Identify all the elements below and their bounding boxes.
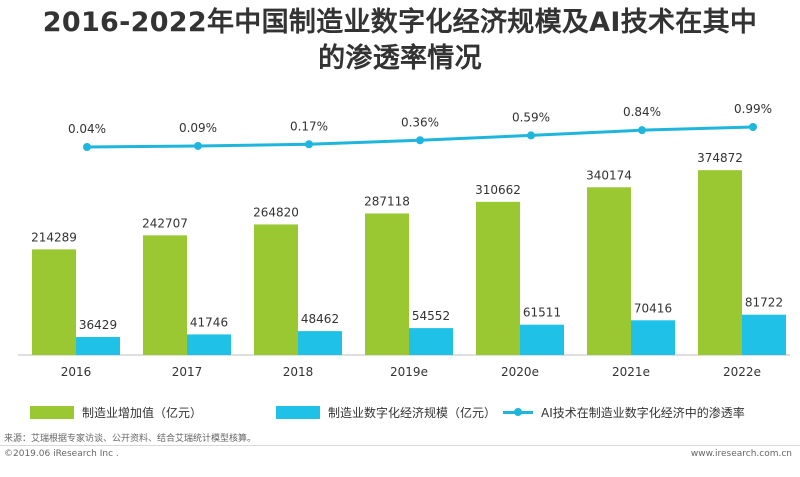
legend-swatch-cyan [276, 405, 320, 419]
copyright-text: ©2019.06 iResearch Inc . [4, 449, 119, 459]
bar-digital-economy-scale [298, 331, 342, 355]
bar-digital-economy-scale [76, 337, 120, 355]
chart-title-line1: 2016-2022年中国制造业数字化经济规模及AI技术在其中 [42, 7, 758, 38]
bar-manufacturing-value-added [476, 201, 520, 355]
bar-value-label: 340174 [586, 168, 632, 182]
bar-manufacturing-value-added [698, 170, 742, 355]
bar-value-label: 214289 [31, 230, 77, 244]
bar-value-label: 242707 [142, 216, 188, 230]
penetration-point [749, 123, 757, 131]
bar-digital-economy-scale [409, 328, 453, 355]
bar-value-label: 70416 [634, 301, 672, 315]
penetration-point [194, 141, 202, 150]
legend-swatch-line [503, 406, 533, 419]
x-tick-label: 2021e [612, 365, 650, 379]
legend-label: 制造业增加值（亿元） [82, 405, 203, 420]
bar-digital-economy-scale [187, 334, 231, 355]
bar-manufacturing-value-added [254, 224, 298, 355]
bar-manufacturing-value-added [587, 187, 631, 355]
penetration-label: 0.09% [179, 121, 217, 135]
bar-value-label: 61511 [523, 306, 561, 320]
bar-manufacturing-value-added [365, 213, 409, 355]
bar-value-label: 48462 [301, 312, 339, 326]
x-tick-label: 2019e [390, 365, 428, 379]
source-note: 来源：艾瑞根据专家访谈、公开资料、结合艾瑞统计模型核算。 [4, 434, 257, 444]
penetration-point [305, 140, 313, 149]
bar-value-label: 41746 [190, 315, 228, 329]
penetration-label: 0.17% [290, 119, 328, 133]
penetration-label: 0.59% [512, 110, 550, 124]
x-tick-label: 2022e [723, 365, 761, 379]
bar-manufacturing-value-added [143, 235, 187, 355]
chart-canvas: 214289 36429 2016 242707 41746 2017 264820 4846… [18, 102, 790, 379]
bar-value-label: 54552 [412, 309, 450, 323]
website-text: www.iresearch.com.cn [690, 449, 792, 459]
penetration-point [638, 126, 646, 135]
footer-divider [0, 445, 800, 446]
x-tick-label: 2018 [283, 365, 314, 379]
bar-value-label: 310662 [475, 183, 521, 197]
legend-item-manufacturing-value-added: 制造业增加值（亿元） [30, 404, 202, 420]
bar-value-label: 374872 [697, 151, 743, 165]
penetration-label: 0.36% [401, 115, 439, 129]
chart-title-line2: 的渗透率情况 [318, 43, 482, 74]
bar-digital-economy-scale [742, 314, 786, 355]
penetration-point [416, 136, 424, 145]
penetration-label: 0.04% [68, 122, 106, 136]
legend-item-ai-penetration: AI技术在制造业数字化经济中的渗透率 [503, 404, 745, 420]
bar-value-label: 264820 [253, 205, 299, 219]
bar-digital-economy-scale [520, 324, 564, 355]
bar-value-label: 36429 [79, 318, 117, 332]
penetration-point [527, 131, 535, 140]
bar-value-label: 287118 [364, 194, 410, 208]
bar-manufacturing-value-added [32, 249, 76, 355]
legend-label: AI技术在制造业数字化经济中的渗透率 [541, 405, 745, 420]
x-tick-label: 2020e [501, 365, 539, 379]
legend-item-digital-economy-scale: 制造业数字化经济规模（亿元） [276, 404, 496, 420]
penetration-label: 0.99% [734, 102, 772, 116]
legend-label: 制造业数字化经济规模（亿元） [328, 405, 497, 420]
bar-digital-economy-scale [631, 320, 675, 355]
penetration-point [83, 143, 91, 151]
x-tick-label: 2016 [61, 365, 92, 379]
legend-swatch-green [30, 405, 74, 419]
x-tick-label: 2017 [172, 365, 203, 379]
penetration-label: 0.84% [623, 105, 661, 119]
bar-value-label: 81722 [745, 296, 783, 310]
